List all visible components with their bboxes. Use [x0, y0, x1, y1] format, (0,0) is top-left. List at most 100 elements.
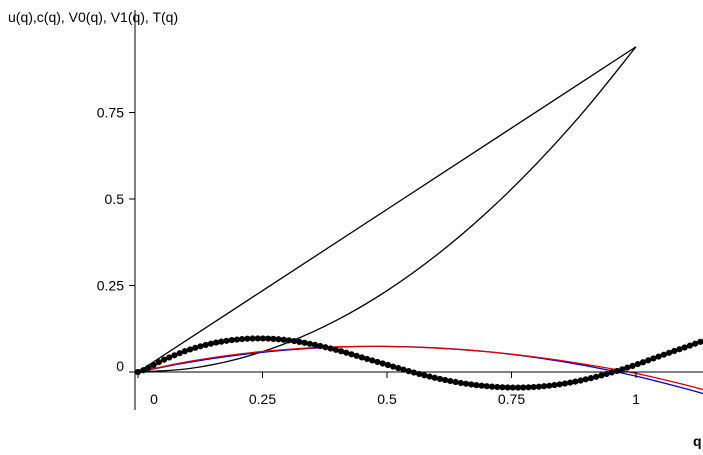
series-5-point — [270, 335, 277, 342]
series-5-point — [395, 364, 402, 372]
x-tick-label: 1 — [632, 391, 640, 407]
series-5-point — [577, 377, 584, 384]
series-5-point — [619, 366, 626, 373]
series-5-point — [233, 336, 241, 343]
series-5-point — [332, 346, 339, 353]
series-5-point — [311, 341, 319, 348]
series-5-point — [244, 335, 251, 342]
series-5-point — [686, 342, 693, 349]
series-5-point — [436, 375, 444, 383]
series-5-point — [176, 350, 183, 357]
y-tick-label: 0.75 — [97, 105, 124, 121]
series-5-point — [405, 368, 412, 375]
series-5-point — [400, 366, 407, 373]
series-5-point — [249, 335, 256, 342]
series-5-point — [442, 376, 449, 384]
series-5-point — [447, 377, 454, 385]
series-5-point — [207, 340, 214, 347]
y-tick-label: 0.25 — [97, 278, 124, 294]
series-5-point — [660, 351, 667, 358]
series-5-point — [593, 373, 600, 380]
series-5-point — [546, 382, 553, 389]
series-5-point — [160, 356, 168, 363]
series-5-point — [150, 361, 157, 369]
series-1-line — [137, 46, 637, 373]
series-5-point — [681, 344, 688, 351]
series-5-point — [556, 381, 563, 388]
series-5-point — [665, 349, 673, 356]
series-5-point — [457, 379, 464, 387]
series-5-point — [186, 346, 194, 353]
series-5-point — [582, 376, 589, 383]
series-5-point — [171, 352, 178, 359]
y-axis-title: u(q),c(q), V0(q), V1(q), T(q) — [8, 9, 178, 25]
series-5-point — [265, 335, 272, 342]
series-5-point — [473, 382, 480, 389]
series-5-point — [348, 351, 355, 358]
series-5-point — [327, 345, 334, 352]
series-5-point — [306, 340, 313, 347]
ticks: 0 0.25 0.5 0.75 1 0 0.25 0.5 0.75 — [97, 105, 640, 408]
series-5-point — [426, 373, 433, 380]
series-5-point — [535, 383, 542, 390]
series-5-point — [671, 347, 678, 355]
series-5-point — [166, 354, 173, 361]
series-5-point — [390, 363, 397, 370]
series-5-point — [228, 337, 235, 344]
series-5-point — [468, 381, 475, 388]
series-5-point — [363, 355, 371, 363]
series-5-point — [155, 359, 162, 366]
series-5-point — [337, 348, 345, 355]
series-5-point — [421, 372, 428, 379]
series-5-point — [212, 339, 220, 346]
series-5-point — [634, 361, 641, 368]
series-5-point — [317, 342, 324, 350]
series-5-point — [259, 335, 267, 342]
series-5-point — [223, 337, 230, 344]
series-5-point — [181, 348, 188, 355]
series-5-point — [567, 379, 574, 386]
series-5-point — [384, 361, 392, 369]
series-5-point — [645, 357, 652, 364]
series-5-point — [540, 383, 548, 390]
series-5-point — [697, 338, 703, 345]
y-tick-label: 0 — [116, 358, 124, 374]
series-5-point — [587, 375, 595, 382]
x-tick-label: 0.75 — [498, 391, 525, 407]
series-5-point — [504, 384, 511, 391]
series-5-point — [639, 359, 647, 366]
series-5-point — [410, 369, 418, 376]
series-5-point — [285, 337, 293, 344]
series-5-point — [280, 336, 287, 343]
series-5-point — [494, 383, 501, 391]
series-5-point — [488, 383, 496, 390]
x-axis-title: q — [693, 433, 702, 449]
axes — [134, 10, 703, 410]
series-5-point — [452, 378, 459, 386]
series-5-point — [462, 380, 470, 387]
series-5-point — [218, 338, 225, 345]
series-5-point — [301, 339, 308, 346]
series-5-point — [379, 360, 386, 367]
series-5-point — [192, 344, 199, 351]
x-tick-label: 0 — [150, 391, 158, 407]
series-5-point — [530, 383, 537, 391]
series-5-point — [145, 364, 152, 371]
series-5-point — [483, 383, 490, 390]
series-5-point — [509, 384, 516, 391]
series-5-point — [499, 384, 506, 391]
series-5-point — [239, 335, 246, 343]
series-5-point — [197, 343, 204, 350]
series-5-point — [369, 357, 376, 364]
series-5-point — [691, 340, 699, 347]
series-5-point — [525, 384, 532, 391]
series-5-point — [514, 384, 522, 391]
series-5-point — [655, 353, 662, 360]
series-5-point — [291, 337, 298, 345]
series-5-point — [561, 380, 569, 387]
series-5-point — [296, 338, 303, 346]
series-5-point — [650, 355, 657, 362]
series-5-point — [572, 378, 579, 385]
x-tick-label: 0.5 — [377, 391, 397, 407]
